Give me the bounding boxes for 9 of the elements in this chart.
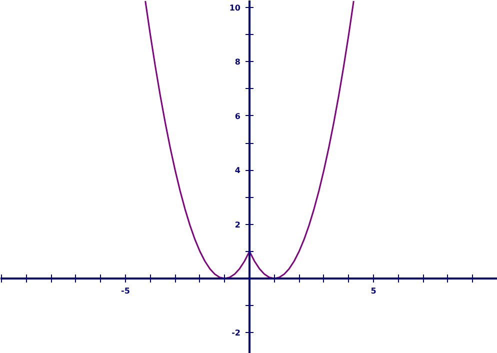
x-tick-label: -5 [121,286,130,296]
y-tick-label: 8 [234,58,241,67]
x-tick-label: 5 [370,286,377,296]
y-tick-label: -2 [232,328,240,338]
y-tick-label: 6 [234,112,241,121]
y-tick-label: 10 [229,4,241,13]
line-series [144,0,354,280]
y-tick-label: 2 [234,220,241,230]
y-tick-label: 4 [234,166,241,176]
